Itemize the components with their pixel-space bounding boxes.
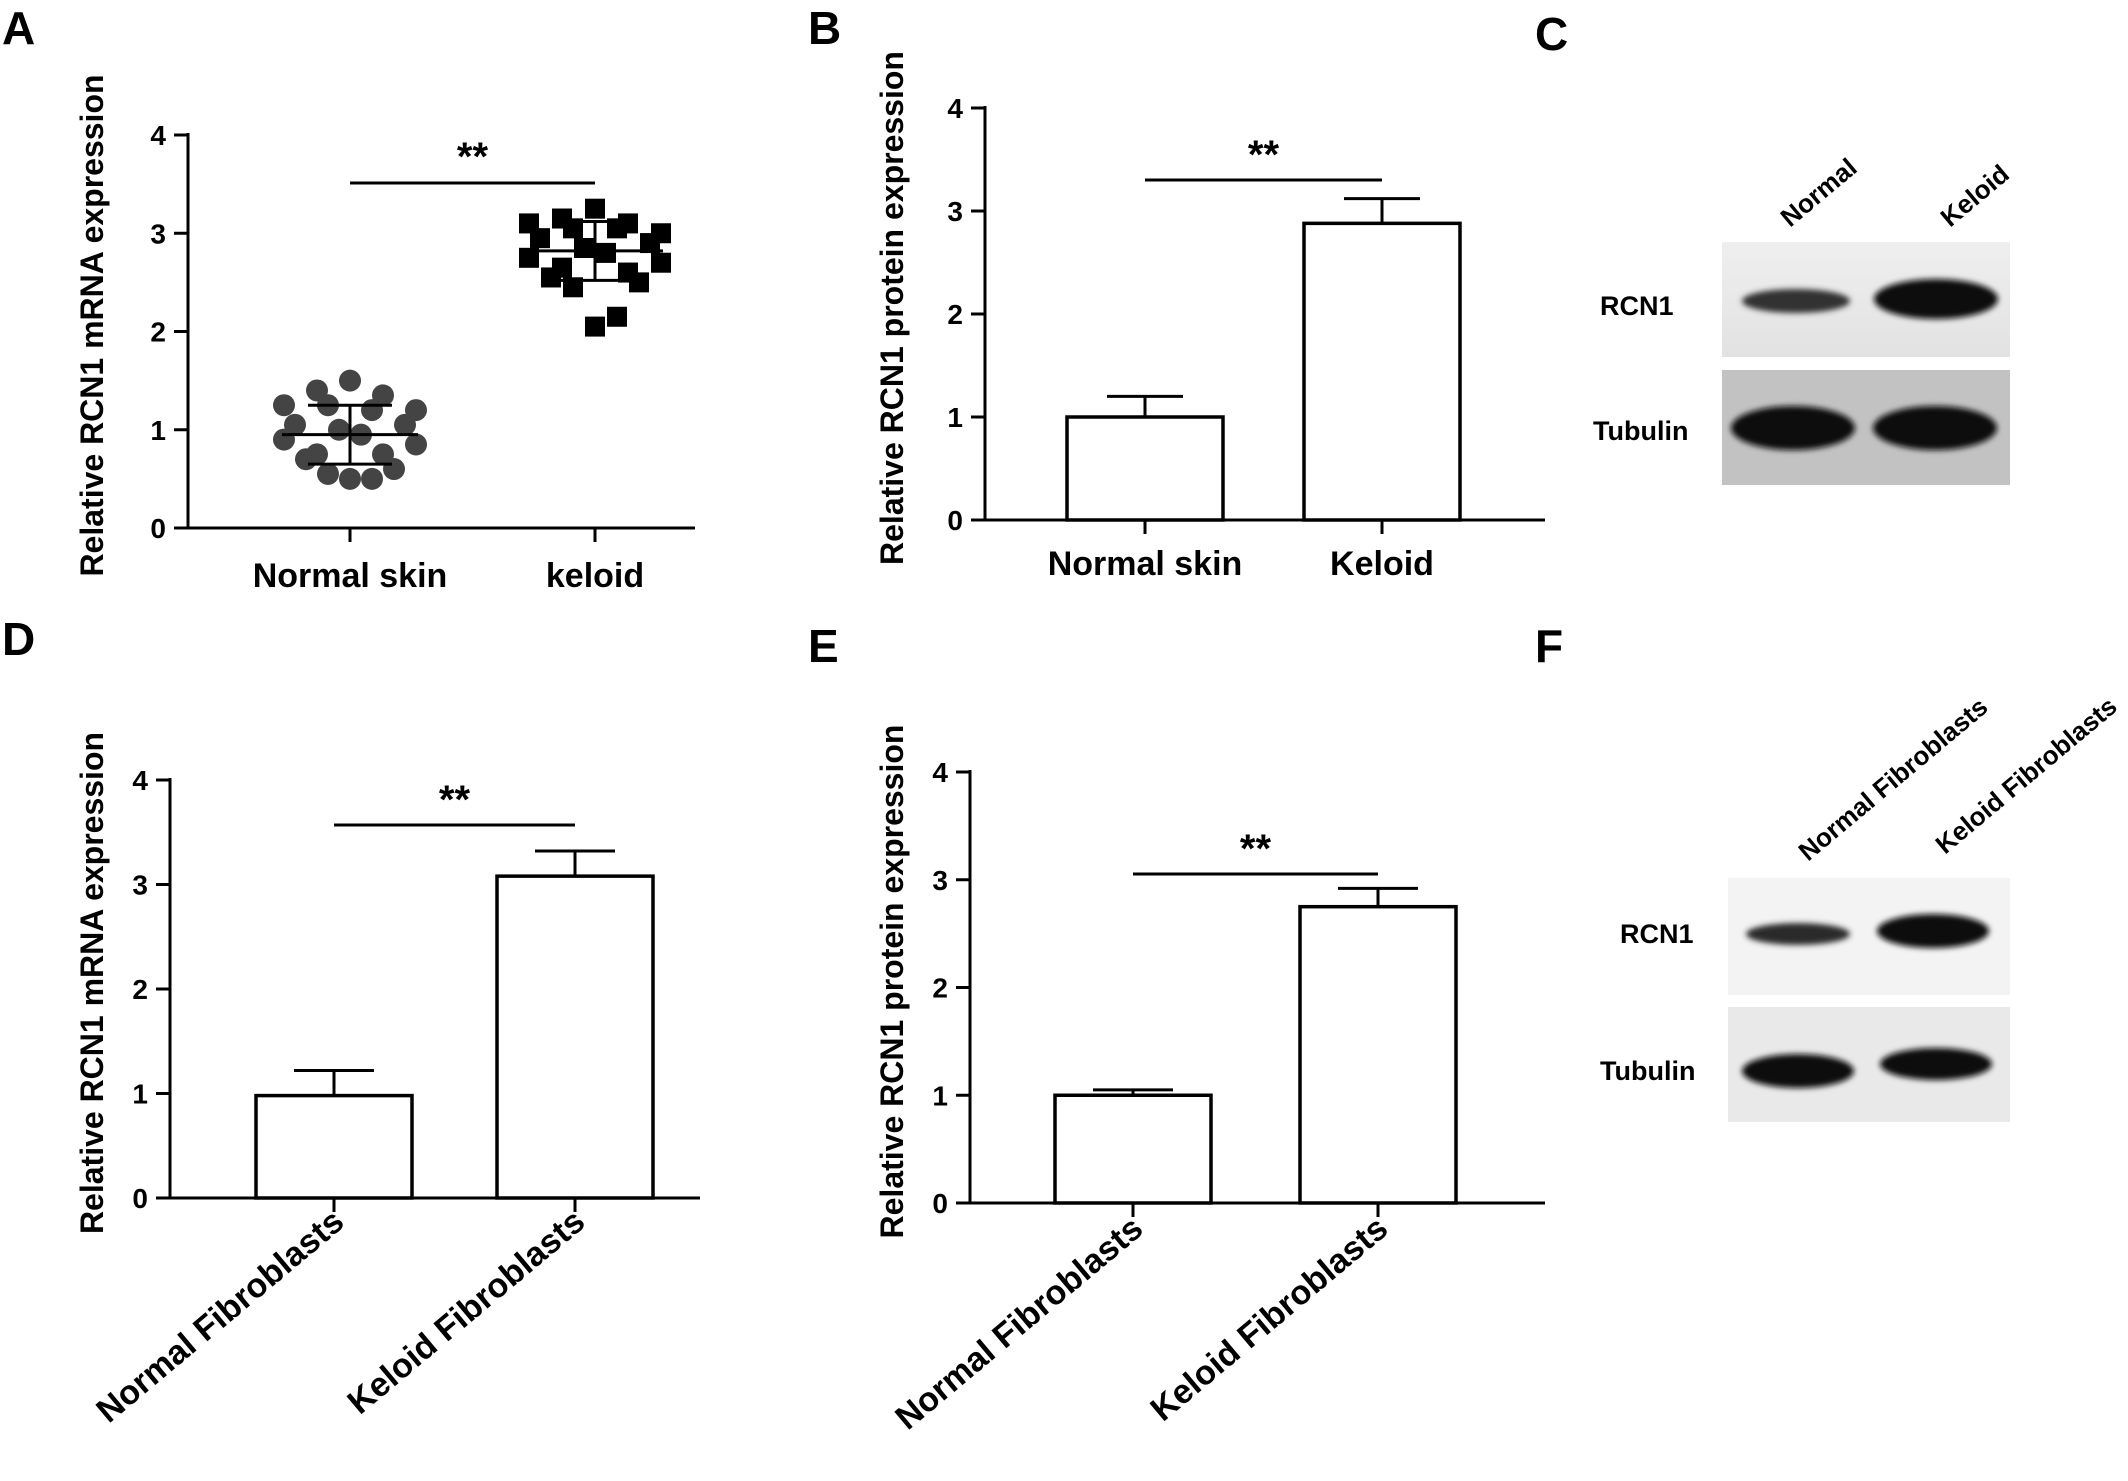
y-tick-label-a-1: 1 [150,415,166,446]
blot-f-rcn1-band-normal [1746,923,1850,945]
point-a-0-17 [317,462,339,485]
y-tick-label-d-1: 1 [132,1079,148,1110]
bar-d-0 [254,1093,414,1200]
x-category-label-d-0: Normal Fibroblasts [89,1202,351,1430]
panel-letter-a: A [2,2,35,54]
point-a-0-12 [405,433,427,456]
y-tick-label-b-3: 3 [947,196,963,227]
y-tick-label-b-0: 0 [947,505,963,536]
western-blot-f: Normal Fibroblasts Keloid Fibroblasts RC… [1600,691,2123,1122]
point-a-0-0 [339,369,361,392]
blot-c-rcn1-band-keloid [1874,279,1998,319]
point-a-1-11 [519,247,539,268]
point-a-0-19 [339,467,361,490]
y-tick-label-e-3: 3 [932,865,948,896]
chart-panel-b: 0 1 2 3 4 Normal skin Keloid Relative RCN1 prot… [874,51,1545,583]
blot-c-tubulin-band-keloid [1873,406,1997,450]
point-a-0-3 [273,394,295,417]
x-category-label-a-0: Normal skin [253,557,448,595]
point-a-1-7 [530,228,550,249]
bar-e-0 [1053,1093,1213,1205]
point-a-1-18 [607,306,627,327]
x-category-label-e-0: Normal Fibroblasts [888,1209,1150,1437]
point-a-0-8 [394,413,416,436]
point-a-1-16 [629,272,649,293]
y-tick-label-b-2: 2 [947,299,963,330]
y-axis-title-e: Relative RCN1 protein expression [874,725,910,1239]
y-tick-label-b-1: 1 [947,402,963,433]
blot-f-rcn1-band-keloid [1877,914,1989,948]
y-axis-title-b: Relative RCN1 protein expression [874,51,910,565]
y-tick-label-e-0: 0 [932,1188,948,1219]
point-a-1-5 [607,218,627,239]
blot-c-lane-2-label: Keloid [1935,159,2015,233]
point-a-0-15 [295,448,317,471]
y-tick-label-e-1: 1 [932,1080,948,1111]
x-category-label-b-0: Normal skin [1048,545,1243,583]
blot-c-row-2-label: Tubulin [1593,416,1688,446]
blot-c-rcn1-band-normal [1742,289,1850,313]
significance-label-a: ** [457,135,489,179]
y-tick-label-a-2: 2 [150,317,166,348]
point-a-0-18 [361,467,383,490]
significance-label-d: ** [439,778,471,822]
panel-letter-c: C [1535,8,1568,60]
y-tick-label-a-0: 0 [150,513,166,544]
point-a-1-0 [585,198,605,219]
blot-f-tubulin-band-keloid [1880,1048,1992,1080]
y-tick-label-d-3: 3 [132,870,148,901]
x-category-label-b-1: Keloid [1330,545,1434,583]
y-tick-label-d-4: 4 [132,765,148,796]
y-tick-label-e-2: 2 [932,973,948,1004]
panel-letter-f: F [1535,620,1563,672]
bar-b-1 [1302,221,1462,522]
blot-f-tubulin-band-normal [1742,1054,1854,1088]
panel-letter-b: B [808,2,841,54]
significance-label-e: ** [1240,827,1272,871]
point-a-0-11 [273,428,295,451]
significance-label-b: ** [1248,133,1280,177]
blot-c-row-1-label: RCN1 [1600,291,1674,321]
western-blot-c: Normal Keloid RCN1 Tubulin [1593,152,2015,485]
bar-d-1 [495,874,655,1200]
y-axis-title-a: Relative RCN1 mRNA expression [74,74,110,576]
point-a-1-12 [651,252,671,273]
y-tick-label-d-2: 2 [132,974,148,1005]
y-axis-title-d: Relative RCN1 mRNA expression [74,732,110,1234]
point-a-1-9 [574,237,594,258]
y-tick-label-a-4: 4 [150,120,166,151]
y-tick-label-a-3: 3 [150,218,166,249]
point-a-1-8 [640,233,660,254]
point-a-0-16 [383,458,405,481]
y-tick-label-e-4: 4 [932,757,948,788]
x-category-label-d-1: Keloid Fibroblasts [341,1202,593,1422]
y-tick-label-d-0: 0 [132,1183,148,1214]
point-a-1-17 [563,277,583,298]
blot-c-lane-1-label: Normal [1775,152,1863,233]
chart-panel-a: 0 1 2 3 4 Normal skin keloid Relative RCN1 mRNA… [74,74,695,595]
x-category-label-a-1: keloid [546,557,644,595]
bar-b-0 [1065,415,1225,522]
panel-letter-e: E [808,620,839,672]
point-a-1-19 [585,316,605,337]
point-a-0-9 [328,418,350,441]
point-a-0-5 [361,399,383,422]
point-a-1-4 [563,218,583,239]
y-tick-label-b-4: 4 [947,93,963,124]
point-a-1-10 [596,242,616,263]
blot-c-tubulin-band-normal [1731,406,1855,450]
bar-e-1 [1298,904,1458,1205]
blot-f-row-1-label: RCN1 [1620,919,1694,949]
point-a-1-15 [541,267,561,288]
blot-f-row-2-label: Tubulin [1600,1056,1695,1086]
panel-letter-d: D [2,613,35,665]
x-category-label-e-1: Keloid Fibroblasts [1144,1209,1396,1429]
